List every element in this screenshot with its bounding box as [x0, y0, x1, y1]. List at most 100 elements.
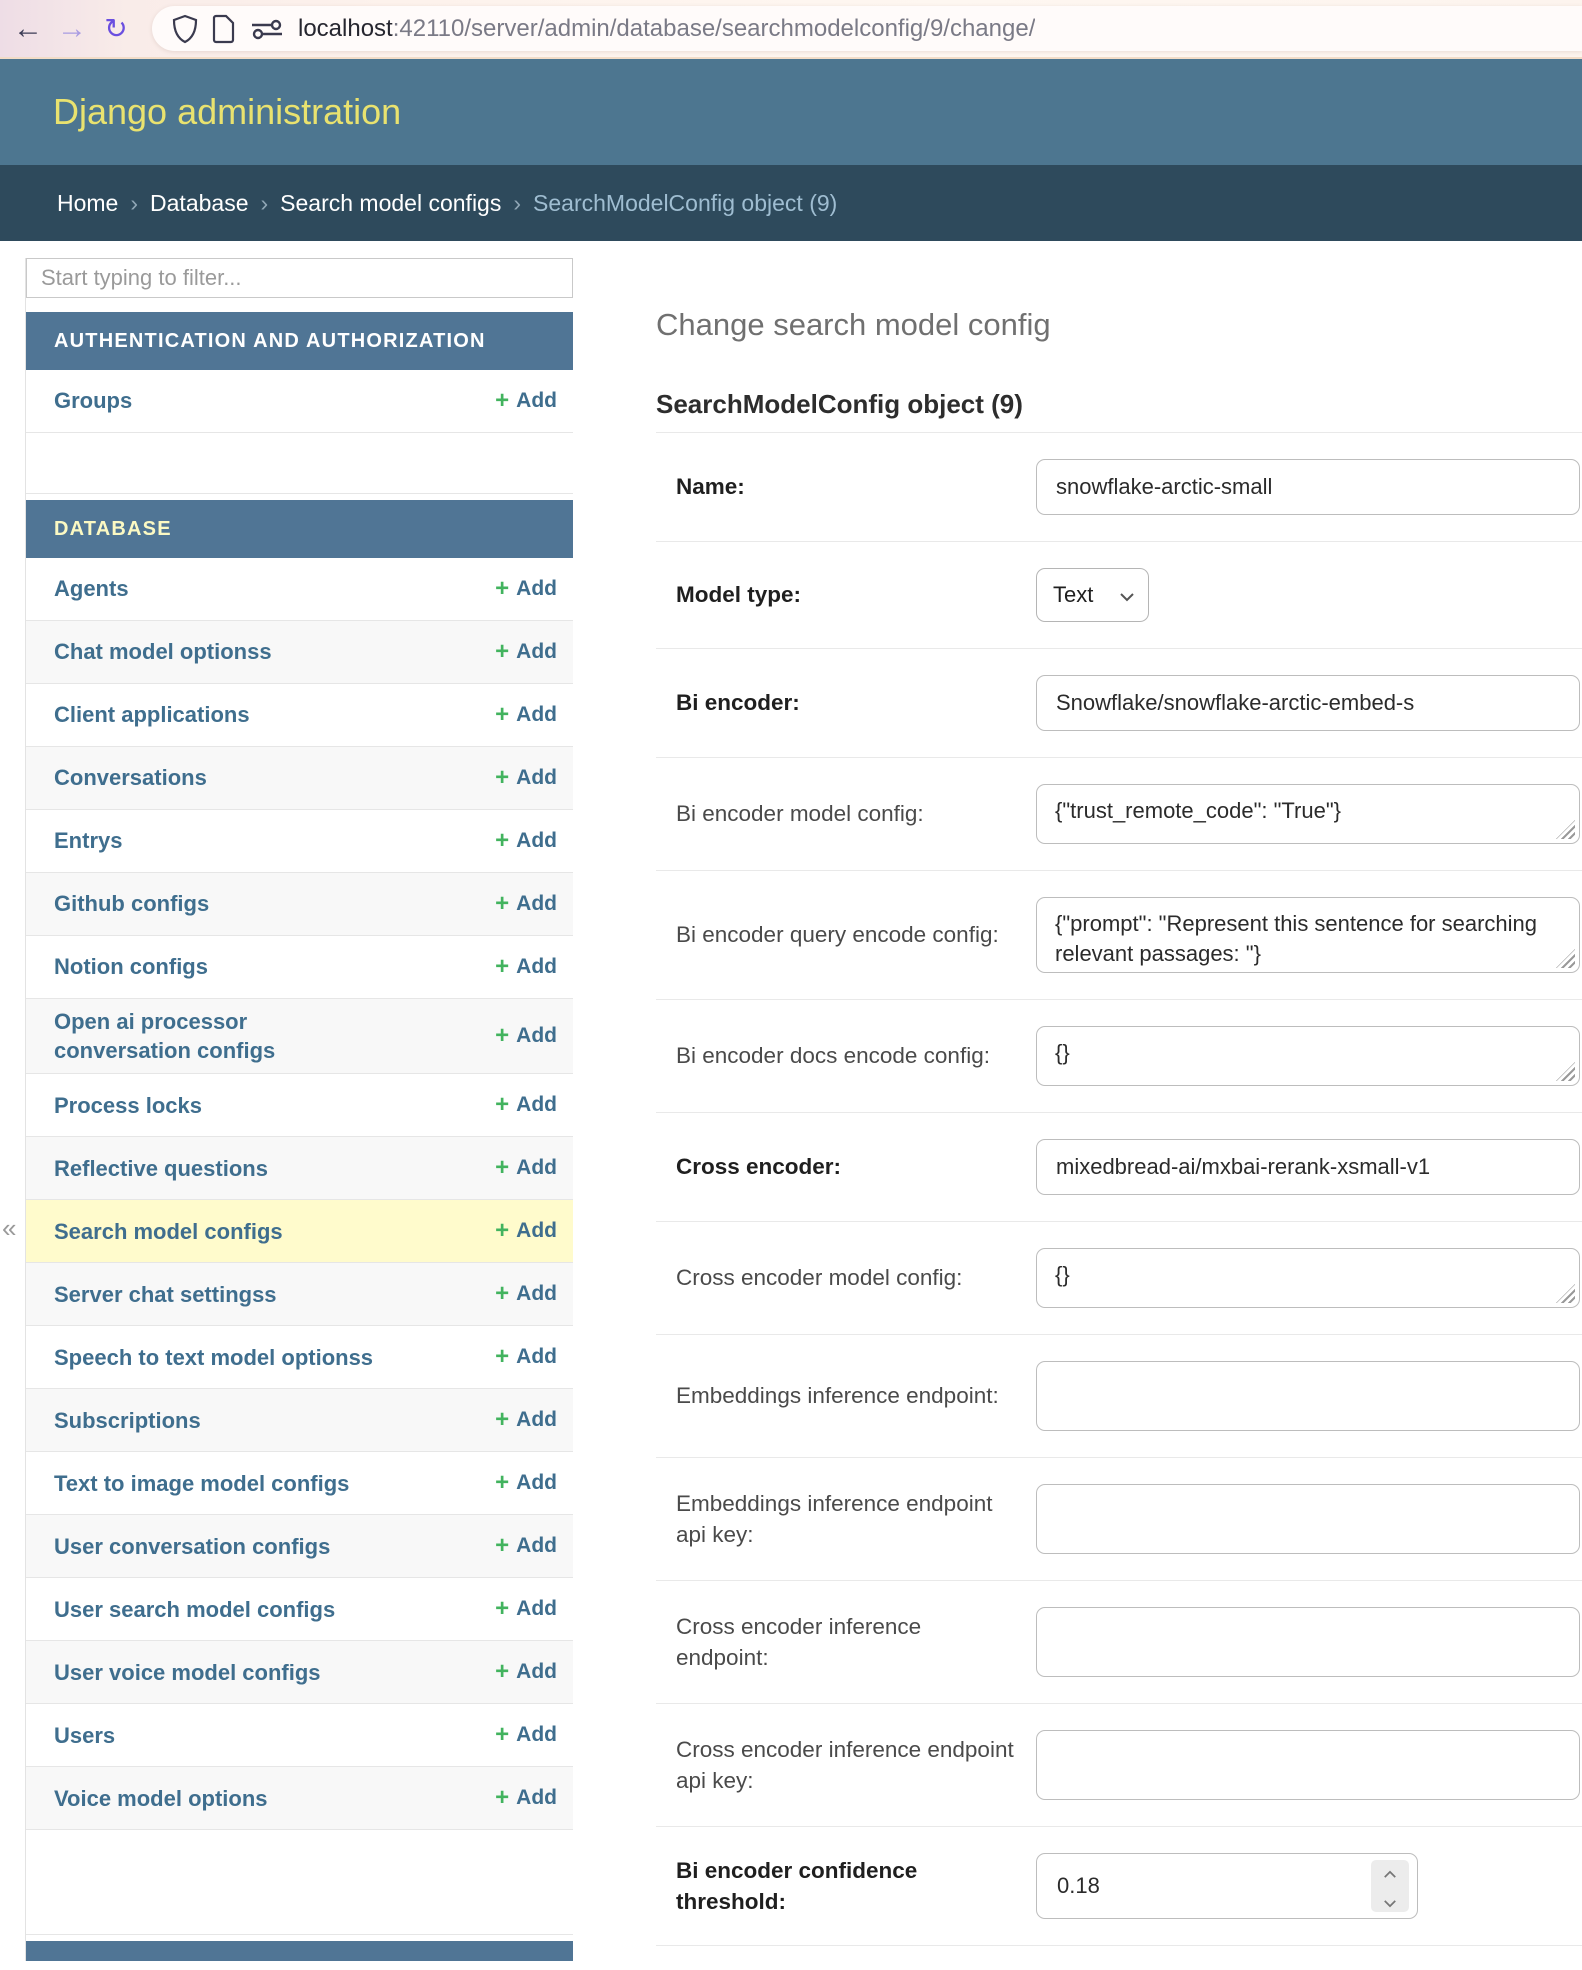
sidebar-item-reflective-questions[interactable]: Reflective questions: [54, 1155, 268, 1181]
add-agents-button[interactable]: + Add: [495, 577, 557, 601]
address-bar[interactable]: localhost:42110/server/admin/database/se…: [152, 6, 1582, 51]
embeddings-inference-endpoint-input[interactable]: [1036, 1361, 1580, 1431]
plus-icon: +: [495, 1091, 510, 1119]
sidebar-row-process-locks: Process locks + Add: [26, 1074, 573, 1138]
add-users-button[interactable]: + Add: [495, 1723, 557, 1747]
sidebar-module: AUTHENTICATION AND AUTHORIZATION Groups + A…: [26, 312, 573, 494]
plus-icon: +: [495, 701, 510, 728]
plus-icon: +: [495, 1721, 510, 1749]
add-label: Add: [516, 1471, 557, 1495]
sidebar-modules: AUTHENTICATION AND AUTHORIZATION Groups + A…: [26, 312, 573, 1962]
bi-encoder-query-encode-config-input[interactable]: {"prompt": "Represent this sentence for …: [1036, 897, 1580, 973]
bi-encoder-confidence-threshold-input[interactable]: 0.18: [1036, 1853, 1418, 1919]
bi-encoder-docs-encode-config-input[interactable]: {}: [1036, 1026, 1580, 1086]
sidebar-item-conversations[interactable]: Conversations: [54, 765, 207, 791]
add-chat-model-optionss-button[interactable]: + Add: [495, 640, 557, 664]
stepper-up-icon[interactable]: [1383, 1859, 1397, 1885]
plus-icon: +: [495, 1532, 510, 1560]
sidebar-filter-input[interactable]: [26, 258, 573, 298]
embeddings-inference-endpoint-label: Embeddings inference endpoint:: [676, 1383, 999, 1409]
sidebar-item-groups[interactable]: Groups: [54, 388, 133, 414]
sidebar-item-client-applications[interactable]: Client applications: [54, 702, 250, 728]
resize-handle-icon[interactable]: [1556, 1062, 1575, 1081]
breadcrumb-link[interactable]: Search model configs: [280, 189, 502, 216]
add-label: Add: [516, 577, 557, 600]
form-row-cross-encoder-model-config: Cross encoder model config: {}: [656, 1222, 1582, 1335]
add-speech-to-text-model-optionss-button[interactable]: + Add: [495, 1345, 557, 1369]
breadcrumb-link[interactable]: Database: [150, 189, 249, 216]
add-label: Add: [516, 955, 557, 978]
permissions-toggle-icon[interactable]: [250, 18, 284, 40]
sidebar-item-search-model-configs[interactable]: Search model configs: [54, 1218, 283, 1244]
stepper-down-icon[interactable]: [1383, 1888, 1397, 1914]
sidebar-collapse-icon[interactable]: «: [2, 1213, 17, 1243]
cross-encoder-inference-endpoint-input[interactable]: [1036, 1607, 1580, 1677]
add-user-voice-model-configs-button[interactable]: + Add: [495, 1660, 557, 1684]
add-open-ai-processor-conversation-configs-button[interactable]: + Add: [495, 1024, 557, 1048]
name-label: Name:: [676, 474, 745, 500]
shield-icon[interactable]: [172, 14, 198, 44]
page-info-icon[interactable]: [212, 14, 236, 44]
add-label: Add: [516, 1093, 557, 1117]
add-label: Add: [516, 1786, 557, 1810]
sidebar-item-github-configs[interactable]: Github configs: [54, 891, 210, 917]
add-label: Add: [516, 1723, 557, 1747]
add-entrys-button[interactable]: + Add: [495, 829, 557, 853]
sidebar-row-user-search-model-configs: User search model configs + Add: [26, 1578, 573, 1642]
cross-encoder-model-config-label: Cross encoder model config:: [676, 1265, 963, 1291]
add-search-model-configs-button[interactable]: + Add: [495, 1219, 557, 1243]
bi-encoder-confidence-threshold-stepper[interactable]: [1371, 1860, 1409, 1912]
add-user-conversation-configs-button[interactable]: + Add: [495, 1534, 557, 1558]
sidebar-item-entrys[interactable]: Entrys: [54, 828, 123, 854]
add-notion-configs-button[interactable]: + Add: [495, 955, 557, 979]
sidebar-item-users[interactable]: Users: [54, 1722, 116, 1748]
plus-icon: +: [495, 638, 510, 665]
add-groups-button[interactable]: + Add: [495, 389, 557, 413]
bi-encoder-input[interactable]: [1036, 675, 1580, 731]
sidebar-item-chat-model-optionss[interactable]: Chat model optionss: [54, 639, 272, 665]
add-label: Add: [516, 640, 557, 663]
resize-handle-icon[interactable]: [1556, 1284, 1575, 1303]
sidebar-row-entrys: Entrys + Add: [26, 810, 573, 873]
sidebar-item-server-chat-settingss[interactable]: Server chat settingss: [54, 1281, 277, 1307]
breadcrumb-link[interactable]: Home: [57, 189, 119, 216]
add-subscriptions-button[interactable]: + Add: [495, 1408, 557, 1432]
add-server-chat-settingss-button[interactable]: + Add: [495, 1282, 557, 1306]
sidebar-item-process-locks[interactable]: Process locks: [54, 1092, 202, 1118]
browser-reload-icon[interactable]: ↻: [104, 12, 128, 44]
add-label: Add: [516, 1660, 557, 1684]
sidebar-item-user-voice-model-configs[interactable]: User voice model configs: [54, 1659, 321, 1685]
bi-encoder-model-config-input[interactable]: {"trust_remote_code": "True"}: [1036, 784, 1580, 844]
browser-back-icon[interactable]: ←: [13, 11, 43, 45]
breadcrumb: Home › Database › Search model configs › Searc…: [0, 165, 1582, 241]
add-github-configs-button[interactable]: + Add: [495, 892, 557, 916]
resize-handle-icon[interactable]: [1556, 949, 1575, 968]
sidebar-item-text-to-image-model-configs[interactable]: Text to image model configs: [54, 1470, 350, 1496]
sidebar-item-subscriptions[interactable]: Subscriptions: [54, 1407, 201, 1433]
cross-encoder-input[interactable]: [1036, 1139, 1580, 1195]
cross-encoder-inference-endpoint-api-key-input[interactable]: [1036, 1730, 1580, 1800]
add-process-locks-button[interactable]: + Add: [495, 1093, 557, 1117]
sidebar-item-agents[interactable]: Agents: [54, 576, 129, 602]
cross-encoder-model-config-input[interactable]: {}: [1036, 1248, 1580, 1308]
url-host: localhost: [298, 14, 393, 42]
add-conversations-button[interactable]: + Add: [495, 766, 557, 790]
model-type-input[interactable]: Text: [1036, 568, 1149, 622]
sidebar-item-voice-model-options[interactable]: Voice model options: [54, 1785, 268, 1811]
add-reflective-questions-button[interactable]: + Add: [495, 1156, 557, 1180]
sidebar-item-speech-to-text-model-optionss[interactable]: Speech to text model optionss: [54, 1344, 374, 1370]
sidebar-item-open-ai-processor-conversation-configs[interactable]: Open ai processor conversation configs: [54, 1009, 276, 1064]
add-user-search-model-configs-button[interactable]: + Add: [495, 1597, 557, 1621]
name-input[interactable]: [1036, 459, 1580, 515]
add-voice-model-options-button[interactable]: + Add: [495, 1786, 557, 1810]
browser-forward-icon[interactable]: →: [57, 11, 87, 45]
sidebar-item-user-search-model-configs[interactable]: User search model configs: [54, 1596, 336, 1622]
site-title-link[interactable]: Django administration: [53, 91, 402, 132]
embeddings-inference-endpoint-api-key-input[interactable]: [1036, 1484, 1580, 1554]
add-text-to-image-model-configs-button[interactable]: + Add: [495, 1471, 557, 1495]
resize-handle-icon[interactable]: [1556, 820, 1575, 839]
sidebar-item-user-conversation-configs[interactable]: User conversation configs: [54, 1533, 331, 1559]
add-client-applications-button[interactable]: + Add: [495, 703, 557, 727]
sidebar-item-notion-configs[interactable]: Notion configs: [54, 954, 208, 980]
form-row-bi-encoder: Bi encoder:: [656, 649, 1582, 758]
